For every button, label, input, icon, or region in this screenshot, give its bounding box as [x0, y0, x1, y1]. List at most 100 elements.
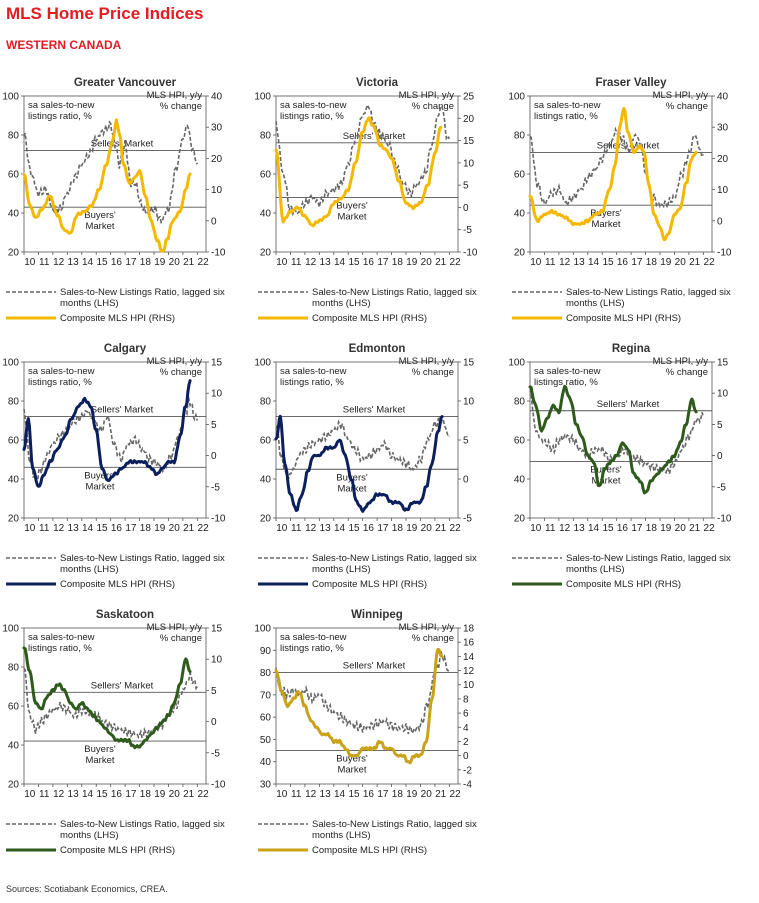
rhs-tick-label: 18	[463, 624, 475, 635]
x-tick-label: 21	[689, 523, 701, 534]
lhs-tick-label: 30	[260, 780, 272, 791]
x-tick-label: 20	[675, 523, 687, 534]
lhs-tick-label: 100	[508, 92, 525, 103]
lhs-tick-label: 80	[260, 131, 272, 142]
lhs-tick-label: 40	[514, 209, 526, 220]
rhs-tick-label: -5	[463, 514, 472, 525]
x-tick-label: 13	[320, 257, 332, 268]
rhs-tick-label: 12	[463, 666, 475, 677]
rhs-tick-label: 40	[211, 92, 223, 103]
x-tick-label: 12	[305, 257, 317, 268]
lhs-axis-label: listings ratio, %	[28, 377, 92, 388]
legend-ratio-label: months (LHS)	[312, 298, 371, 309]
lhs-axis-label: sa sales-to-new	[534, 100, 601, 111]
lhs-axis-label: listings ratio, %	[28, 643, 92, 654]
x-tick-label: 16	[111, 257, 123, 268]
x-tick-label: 11	[291, 789, 302, 800]
sellers-market-label: Sellers' Market	[91, 680, 154, 691]
buyers-market-label: Market	[85, 755, 114, 766]
x-tick-label: 18	[140, 257, 152, 268]
lhs-tick-label: 60	[514, 170, 526, 181]
x-tick-label: 12	[53, 523, 65, 534]
rhs-axis-label: % change	[160, 101, 202, 112]
rhs-tick-label: 20	[717, 154, 729, 165]
x-tick-label: 11	[291, 523, 302, 534]
x-tick-label: 12	[559, 523, 571, 534]
legend-ratio-label: months (LHS)	[566, 564, 625, 575]
lhs-tick-label: 100	[2, 624, 19, 635]
rhs-axis-label: MLS HPI, y/y	[147, 622, 203, 633]
x-tick-label: 13	[320, 789, 332, 800]
composite-mls-hpi-line	[274, 648, 444, 765]
buyers-market-label: Buyers'	[84, 744, 116, 755]
x-tick-label: 18	[392, 789, 404, 800]
x-tick-label: 19	[154, 523, 166, 534]
rhs-tick-label: 4	[463, 723, 469, 734]
rhs-axis-label: MLS HPI, y/y	[653, 90, 709, 101]
lhs-tick-label: 40	[8, 475, 20, 486]
x-tick-label: 15	[96, 257, 108, 268]
x-tick-label: 15	[348, 789, 360, 800]
rhs-tick-label: 5	[463, 436, 469, 447]
chart-title: Regina	[612, 343, 651, 355]
lhs-tick-label: 60	[8, 436, 20, 447]
buyers-market-label: Buyers'	[336, 754, 368, 765]
page-subtitle: WESTERN CANADA	[6, 38, 122, 52]
legend-hpi-label: Composite MLS HPI (RHS)	[312, 845, 427, 856]
rhs-tick-label: 15	[463, 358, 475, 369]
x-tick-label: 15	[348, 257, 360, 268]
rhs-tick-label: -5	[463, 225, 472, 236]
rhs-tick-label: 0	[717, 451, 723, 462]
lhs-tick-label: 100	[2, 358, 19, 369]
legend-ratio-label: months (LHS)	[312, 830, 371, 841]
x-tick-label: 10	[276, 257, 288, 268]
buyers-market-label: Market	[337, 211, 366, 222]
rhs-tick-label: 0	[211, 216, 217, 227]
lhs-tick-label: 70	[260, 690, 272, 701]
x-tick-label: 15	[96, 789, 108, 800]
legend-hpi-label: Composite MLS HPI (RHS)	[312, 579, 427, 590]
sellers-market-label: Sellers' Market	[597, 399, 660, 410]
rhs-tick-label: -4	[463, 780, 472, 791]
lhs-axis-label: sa sales-to-new	[280, 100, 347, 111]
x-tick-label: 19	[406, 257, 418, 268]
sellers-market-label: Sellers' Market	[343, 405, 406, 416]
lhs-tick-label: 100	[254, 92, 271, 103]
x-tick-label: 14	[82, 523, 94, 534]
legend-hpi-label: Composite MLS HPI (RHS)	[60, 845, 175, 856]
rhs-axis-label: % change	[160, 633, 202, 644]
sales-to-new-listings-ratio-line	[23, 667, 198, 740]
composite-mls-hpi-line	[274, 414, 444, 513]
lhs-tick-label: 100	[2, 92, 19, 103]
rhs-tick-label: 10	[463, 680, 475, 691]
lhs-tick-label: 40	[260, 209, 272, 220]
rhs-tick-label: 10	[463, 397, 475, 408]
sellers-market-label: Sellers' Market	[91, 405, 154, 416]
lhs-tick-label: 40	[260, 475, 272, 486]
x-tick-label: 10	[24, 257, 36, 268]
x-tick-label: 16	[363, 257, 375, 268]
rhs-tick-label: 16	[463, 638, 475, 649]
lhs-tick-label: 60	[260, 170, 272, 181]
x-tick-label: 13	[574, 523, 586, 534]
lhs-tick-label: 40	[8, 741, 20, 752]
rhs-tick-label: 25	[463, 92, 475, 103]
x-tick-label: 17	[377, 523, 389, 534]
x-tick-label: 21	[435, 789, 447, 800]
x-tick-label: 10	[24, 523, 36, 534]
x-tick-label: 17	[377, 257, 389, 268]
lhs-axis-label: listings ratio, %	[280, 377, 344, 388]
plot-frame	[275, 627, 459, 785]
legend-ratio-label: months (LHS)	[60, 564, 119, 575]
rhs-axis-label: MLS HPI, y/y	[399, 622, 455, 633]
x-tick-label: 12	[559, 257, 571, 268]
x-tick-label: 10	[276, 789, 288, 800]
sellers-market-label: Sellers' Market	[343, 131, 406, 142]
rhs-tick-label: -2	[463, 765, 472, 776]
x-tick-label: 18	[140, 523, 152, 534]
x-tick-label: 14	[82, 257, 94, 268]
legend-hpi-label: Composite MLS HPI (RHS)	[566, 313, 681, 324]
rhs-tick-label: 30	[717, 123, 729, 134]
chart-title: Calgary	[104, 343, 147, 355]
